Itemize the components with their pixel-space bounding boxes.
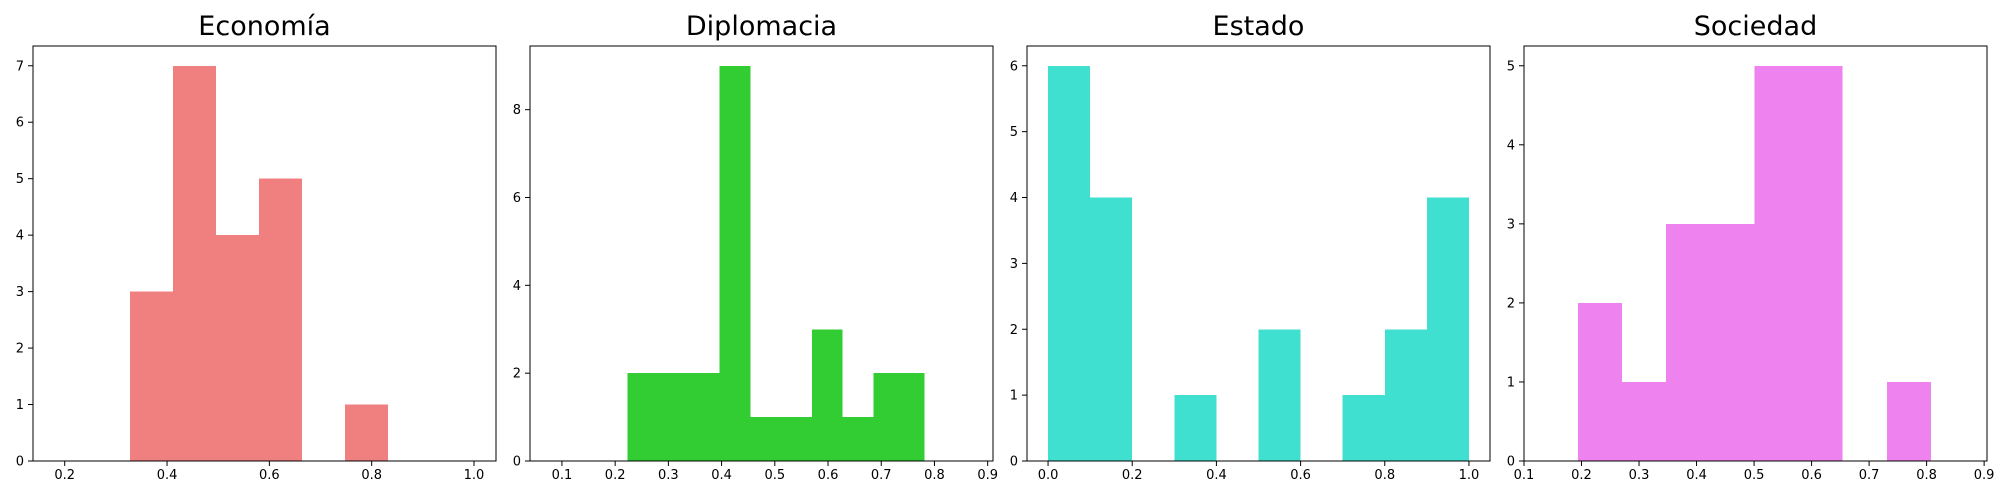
y-tick-label: 8 [513, 103, 521, 118]
y-tick-label: 3 [16, 285, 24, 300]
histogram-bar [812, 329, 843, 461]
chart-title: Economía [198, 11, 330, 42]
y-tick-label: 2 [1010, 323, 1018, 338]
x-tick-label: 0.2 [1571, 468, 1592, 483]
histogram-bar [1578, 302, 1622, 461]
subplot-1: 0.1 0.2 0.3 0.4 0.5 0.6 0.7 0.8 0.9 0 2 4 6 8 Diplomac… [513, 11, 998, 483]
histogram-bar [1754, 65, 1799, 461]
y-tick-label: 7 [16, 59, 24, 74]
y-tick-label: 3 [1507, 217, 1515, 232]
y-tick-label: 2 [513, 367, 521, 382]
x-tick-label: 1.0 [1459, 468, 1480, 483]
y-tick-label: 0 [513, 455, 521, 470]
histogram-bar [1090, 197, 1133, 461]
y-tick-label: 1 [1010, 389, 1018, 404]
y-tick-label: 2 [1507, 296, 1515, 311]
axes-frame [32, 45, 497, 462]
x-tick-label: 0.4 [157, 468, 178, 483]
axes-frame [1523, 45, 1988, 462]
y-tick-label: 4 [513, 279, 521, 294]
histogram-bar [1384, 329, 1427, 461]
y-tick-label: 4 [1507, 138, 1515, 153]
histogram-bar [842, 417, 874, 461]
histogram-bar [1174, 395, 1217, 461]
histogram-bar [1426, 197, 1469, 461]
x-tick-label: 0.2 [605, 468, 626, 483]
x-tick-label: 0.4 [1686, 468, 1707, 483]
chart-title: Sociedad [1694, 11, 1817, 42]
x-tick-label: 0.5 [1744, 468, 1765, 483]
histogram-bar [781, 417, 813, 461]
x-tick-label: 0.1 [1514, 468, 1535, 483]
histogram-bar [130, 291, 174, 461]
y-tick-label: 5 [1010, 125, 1018, 140]
x-tick-label: 0.6 [1801, 468, 1822, 483]
histogram-bar [1710, 223, 1755, 461]
x-tick-label: 0.8 [361, 468, 382, 483]
y-tick-label: 6 [513, 191, 521, 206]
histogram-bar [873, 373, 905, 461]
y-tick-label: 6 [16, 116, 24, 131]
x-tick-label: 0.4 [711, 468, 732, 483]
x-tick-label: 0.9 [1974, 468, 1995, 483]
x-tick-label: 0.1 [552, 468, 573, 483]
histogram-bar [1048, 65, 1091, 461]
y-tick-label: 4 [16, 229, 24, 244]
x-tick-label: 0.0 [1038, 468, 1059, 483]
y-tick-label: 5 [1507, 59, 1515, 74]
x-tick-label: 0.7 [871, 468, 892, 483]
x-tick-label: 0.2 [1122, 468, 1143, 483]
y-tick-label: 0 [16, 455, 24, 470]
x-tick-label: 0.8 [1374, 468, 1395, 483]
histogram-bar [1886, 381, 1932, 461]
histogram-bar [259, 178, 303, 461]
histogram-bar [719, 65, 751, 461]
x-tick-label: 0.8 [924, 468, 945, 483]
y-tick-label: 0 [1010, 455, 1018, 470]
x-tick-label: 0.3 [658, 468, 679, 483]
y-tick-label: 5 [16, 172, 24, 187]
subplot-0: 0.2 0.4 0.6 0.8 1.0 0 1 2 3 4 5 6 7 Economía [16, 11, 497, 483]
x-tick-label: 0.6 [1290, 468, 1311, 483]
y-tick-label: 6 [1010, 59, 1018, 74]
histogram-bar [688, 373, 720, 461]
chart-title: Diplomacia [686, 11, 837, 42]
x-tick-label: 0.6 [818, 468, 839, 483]
axes-frame [1026, 45, 1491, 462]
x-tick-label: 0.4 [1206, 468, 1227, 483]
x-tick-label: 0.8 [1916, 468, 1937, 483]
subplot-2: 0.0 0.2 0.4 0.6 0.8 1.0 0 1 2 3 4 5 6 Estado [1010, 11, 1491, 483]
histogram-bar [904, 373, 925, 461]
histogram-bar [216, 235, 260, 461]
histogram-bar [1798, 65, 1843, 461]
y-tick-label: 0 [1507, 455, 1515, 470]
y-tick-label: 1 [16, 398, 24, 413]
x-tick-label: 0.3 [1629, 468, 1650, 483]
histogram-bar [345, 404, 389, 461]
x-tick-label: 0.9 [977, 468, 998, 483]
x-tick-label: 0.7 [1859, 468, 1880, 483]
histogram-bar [750, 417, 782, 461]
chart-title: Estado [1213, 11, 1305, 42]
x-tick-label: 1.0 [464, 468, 485, 483]
x-tick-label: 0.6 [259, 468, 280, 483]
subplot-3: 0.1 0.2 0.3 0.4 0.5 0.6 0.7 0.8 0.9 0 1 2 3 4 5 Socieda… [1507, 11, 1995, 483]
x-tick-label: 0.2 [54, 468, 75, 483]
axes-frame [529, 45, 994, 462]
x-tick-label: 0.5 [764, 468, 785, 483]
histogram-bar [1666, 223, 1711, 461]
histogram-bar [1621, 381, 1667, 461]
histogram-bar [1258, 329, 1301, 461]
histogram-bar [1342, 395, 1385, 461]
y-tick-label: 1 [1507, 375, 1515, 390]
y-tick-label: 2 [16, 342, 24, 357]
histogram-bar [173, 65, 217, 461]
histogram-bar [627, 373, 659, 461]
y-tick-label: 3 [1010, 257, 1018, 272]
histogram-bar [658, 373, 689, 461]
y-tick-label: 4 [1010, 191, 1018, 206]
